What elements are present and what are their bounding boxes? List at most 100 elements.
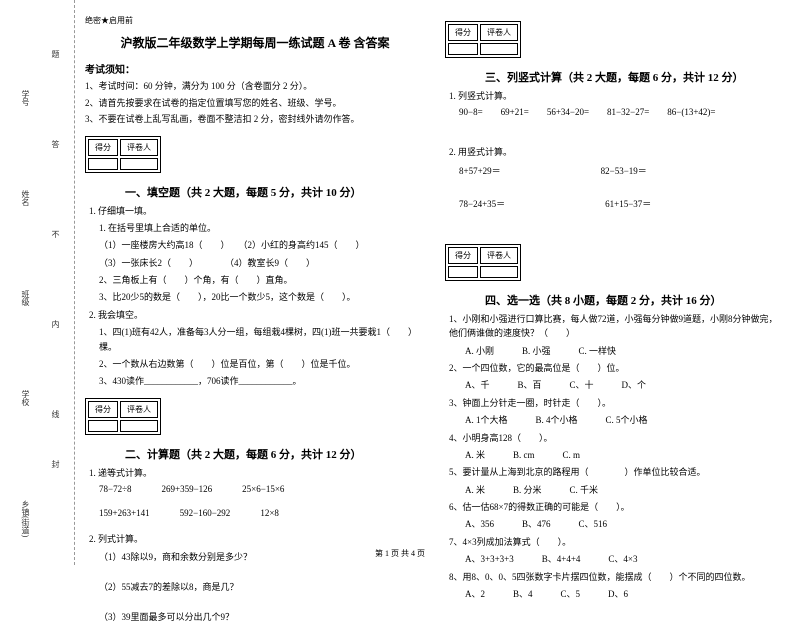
opt: B、百 (518, 378, 542, 392)
opt: D、个 (622, 378, 647, 392)
score-cell (88, 420, 118, 432)
section-title: 三、列竖式计算（共 2 大题，每题 6 分，共计 12 分） (485, 69, 785, 85)
notice-item: 2、请首先按要求在试卷的指定位置填写您的姓名、班级、学号。 (85, 97, 425, 111)
grader-cell (120, 420, 158, 432)
options: A、千 B、百 C、十 D、个 (465, 378, 785, 392)
seal-mark: 答 (50, 140, 61, 148)
question: 1、小刚和小强进行口算比赛，每人做72道，小强每分钟做9道题，小刚8分钟做完，他… (449, 312, 785, 341)
expr: 90−8= (459, 107, 483, 117)
left-column: 绝密★启用前 沪教版二年级数学上学期每周一练试题 A 卷 含答案 考试须知： 1… (85, 15, 425, 628)
exam-title: 沪教版二年级数学上学期每周一练试题 A 卷 含答案 (85, 34, 425, 51)
section-title: 二、计算题（共 2 大题，每题 6 分，共计 12 分） (125, 446, 425, 462)
right-column: 得分评卷人 三、列竖式计算（共 2 大题，每题 6 分，共计 12 分） 1. … (445, 15, 785, 628)
expr: 69+21= (501, 107, 529, 117)
opt: C. 一样快 (579, 344, 617, 358)
opt: C、十 (570, 378, 594, 392)
question: 4、小明身高128（ ）。 (449, 431, 785, 445)
bind-label: 学校 (20, 390, 31, 406)
page-footer: 第 1 页 共 4 页 (0, 548, 800, 559)
grader-label: 评卷人 (480, 24, 518, 41)
opt: B、476 (522, 517, 551, 531)
expr: 86−(13+42)= (667, 107, 715, 117)
question: 3、钟面上分针走一圈，时针走（ ）。 (449, 396, 785, 410)
sub-question: （3）一张床长2（ ） （4）教室长9（ ） (99, 256, 425, 270)
expr: 56+34−20= (547, 107, 589, 117)
secret-label: 绝密★启用前 (85, 15, 425, 26)
opt: B. 小强 (522, 344, 551, 358)
opt: A、千 (465, 378, 490, 392)
score-box: 得分评卷人 (85, 398, 161, 435)
notice-item: 1、考试时间：60 分钟，满分为 100 分（含卷面分 2 分）。 (85, 80, 425, 94)
score-label: 得分 (88, 401, 118, 418)
section-title: 一、填空题（共 2 大题，每题 5 分，共计 10 分） (125, 184, 425, 200)
options: A. 米 B. cm C. m (465, 448, 785, 462)
expr: 78−24+35＝ (459, 197, 505, 210)
bind-label: 学号 (20, 90, 31, 106)
question: 1. 递等式计算。 (89, 466, 425, 480)
expr: 12×8 (260, 508, 279, 518)
options: A. 米 B. 分米 C. 千米 (465, 483, 785, 497)
question: 2、一个四位数，它的最高位是（ ）位。 (449, 361, 785, 375)
score-box: 得分评卷人 (445, 244, 521, 281)
binding-margin: 乡镇(街道) 学校 班级 姓名 学号 封 线 内 不 答 题 (0, 0, 75, 565)
sub-question: （1）一座楼房大约高18（ ） （2）小红的身高约145（ ） (99, 238, 425, 252)
seal-mark: 题 (50, 50, 61, 58)
seal-mark: 封 (50, 460, 61, 468)
opt: A、356 (465, 517, 494, 531)
opt: C、5 (561, 587, 581, 601)
sub-question: 3、比20少5的数是（ ），20比一个数少5，这个数是（ ）。 (99, 290, 425, 304)
calc-row: 159+263+141 592−160−292 12×8 (99, 508, 425, 518)
grader-label: 评卷人 (120, 139, 158, 156)
question: 6、估一估68×7的得数正确的可能是（ ）。 (449, 500, 785, 514)
grader-cell (480, 43, 518, 55)
sub-question: 1. 在括号里填上合适的单位。 (99, 221, 425, 235)
score-cell (88, 158, 118, 170)
section-title: 四、选一选（共 8 小题，每题 2 分，共计 16 分） (485, 292, 785, 308)
expr: 25×6−15×6 (242, 484, 284, 494)
expr: 82−53−19＝ (601, 164, 647, 177)
options: A、2 B、4 C、5 D、6 (465, 587, 785, 601)
bind-label: 乡镇(街道) (20, 500, 31, 537)
sub-question: （2）55减去7的差除以8，商是几？ (99, 580, 425, 594)
options: A. 1个大格 B. 4个小格 C. 5个小格 (465, 413, 785, 427)
score-label: 得分 (88, 139, 118, 156)
question: 1. 仔细填一填。 (89, 204, 425, 218)
question: 2. 用竖式计算。 (449, 145, 785, 159)
question: 2. 列式计算。 (89, 532, 425, 546)
opt: C. 千米 (570, 483, 599, 497)
sub-question: 1、四(1)班有42人，准备每3人分一组，每组栽4棵树，四(1)班一共要栽1（ … (99, 325, 425, 354)
grader-cell (480, 266, 518, 278)
options: A. 小刚 B. 小强 C. 一样快 (465, 344, 785, 358)
question: 2. 我会填空。 (89, 308, 425, 322)
score-cell (448, 266, 478, 278)
seal-mark: 不 (50, 230, 61, 238)
opt: B. 分米 (513, 483, 542, 497)
expr: 269+359−126 (162, 484, 213, 494)
expr: 592−160−292 (180, 508, 231, 518)
opt: C、516 (579, 517, 608, 531)
calc-row: 90−8= 69+21= 56+34−20= 81−32−27= 86−(13+… (459, 107, 785, 117)
score-box: 得分评卷人 (445, 21, 521, 58)
opt: A. 小刚 (465, 344, 494, 358)
opt: A、2 (465, 587, 485, 601)
expr: 78−72÷8 (99, 484, 132, 494)
score-label: 得分 (448, 24, 478, 41)
grader-label: 评卷人 (120, 401, 158, 418)
notice-item: 3、不要在试卷上乱写乱画，卷面不整洁扣 2 分，密封线外请勿作答。 (85, 113, 425, 127)
opt: D、6 (608, 587, 628, 601)
expr: 8+57+29＝ (459, 164, 501, 177)
expr: 81−32−27= (607, 107, 649, 117)
grader-cell (120, 158, 158, 170)
score-box: 得分评卷人 (85, 136, 161, 173)
question: 5、要计量从上海到北京的路程用（ ）作单位比较合适。 (449, 465, 785, 479)
options: A、356 B、476 C、516 (465, 517, 785, 531)
question: 1. 列竖式计算。 (449, 89, 785, 103)
opt: A. 米 (465, 483, 485, 497)
bind-label: 姓名 (20, 190, 31, 206)
calc-row: 78−72÷8 269+359−126 25×6−15×6 (99, 484, 425, 494)
expr: 159+263+141 (99, 508, 150, 518)
calc-row: 78−24+35＝ 61+15−37＝ (459, 197, 785, 210)
question: 8、用8、0、0、5四张数字卡片摆四位数，能摆成（ ）个不同的四位数。 (449, 570, 785, 584)
expr: 61+15−37＝ (605, 197, 651, 210)
notice-head: 考试须知： (85, 61, 425, 76)
